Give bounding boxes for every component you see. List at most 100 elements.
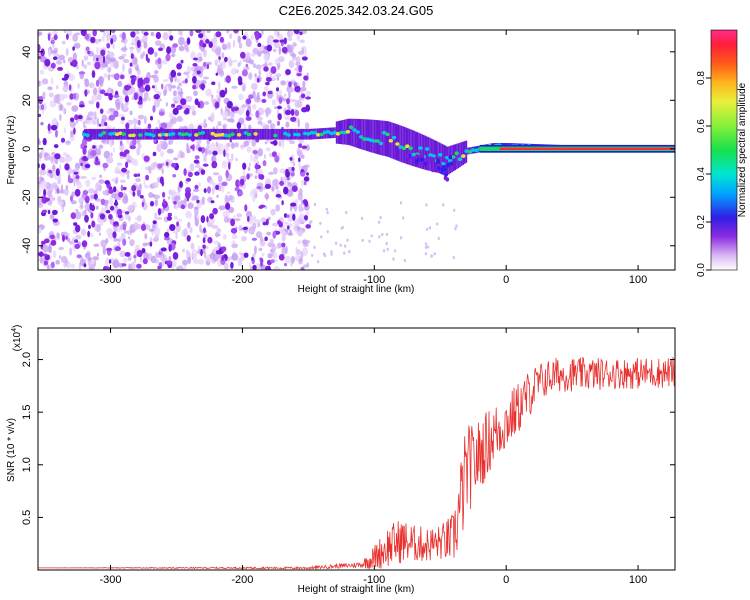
noise-blob: [265, 77, 272, 82]
noise-speck: [289, 99, 297, 103]
ridge-envelope: [456, 143, 458, 170]
noise-speck: [87, 117, 93, 121]
noise-speck: [168, 196, 171, 200]
ridge-highlight: [411, 152, 417, 157]
noise-blob: [224, 56, 228, 63]
noise-speck: [272, 48, 277, 53]
faint-speck: [307, 240, 311, 244]
noise-speck: [76, 64, 79, 70]
noise-speck: [177, 91, 184, 95]
noise-blob: [40, 240, 46, 245]
noise-blob: [110, 38, 114, 45]
faint-speck: [385, 232, 389, 236]
noise-speck: [145, 166, 150, 171]
noise-blob: [90, 212, 94, 219]
noise-blob: [241, 69, 248, 77]
noise-blob: [293, 30, 300, 35]
noise-speck: [91, 94, 98, 102]
noise-blob: [82, 190, 89, 195]
noise-speck: [96, 118, 99, 127]
noise-blob: [242, 35, 247, 40]
noise-speck: [265, 147, 271, 152]
ridge-tail: [431, 157, 436, 162]
faint-speck: [454, 227, 457, 231]
noise-speck: [271, 186, 275, 192]
noise-blob: [202, 163, 209, 167]
faint-speck: [426, 245, 430, 249]
ridge-highlight: [312, 131, 318, 135]
noise-speck: [47, 49, 52, 57]
noise-blob: [44, 59, 51, 67]
noise-speck: [201, 197, 205, 206]
noise-blob: [136, 40, 141, 48]
y-tick-label: 2.0: [21, 352, 33, 367]
noise-speck: [280, 97, 287, 102]
noise-blob: [304, 200, 309, 208]
noise-speck: [288, 91, 291, 99]
noise-blob: [245, 116, 252, 121]
faint-speck: [343, 251, 346, 255]
noise-speck: [152, 161, 158, 167]
noise-speck: [62, 84, 69, 93]
noise-speck: [101, 139, 107, 144]
faint-speck: [424, 242, 428, 246]
noise-blob: [78, 71, 86, 75]
noise-blob: [180, 98, 187, 106]
noise-blob: [264, 236, 268, 242]
ridge-envelope: [372, 119, 374, 153]
noise-blob: [171, 103, 176, 108]
ridge-envelope: [380, 120, 382, 156]
ridge-envelope: [369, 119, 371, 152]
noise-blob: [215, 184, 220, 190]
noise-blob: [158, 47, 163, 52]
noise-speck: [187, 221, 191, 229]
noise-speck: [55, 259, 60, 265]
noise-speck: [90, 194, 95, 199]
faint-speck: [370, 234, 373, 238]
faint-speck: [377, 220, 381, 224]
noise-speck: [292, 42, 297, 47]
noise-speck: [291, 255, 295, 264]
faint-speck: [361, 238, 364, 242]
noise-speck: [155, 90, 161, 94]
noise-speck: [122, 209, 125, 214]
noise-speck: [252, 253, 256, 258]
noise-speck: [134, 223, 142, 230]
noise-speck: [176, 115, 183, 122]
ridge-highlight: [372, 139, 377, 143]
noise-blob: [200, 215, 206, 224]
noise-blob: [301, 56, 308, 61]
faint-speck: [437, 236, 440, 240]
noise-blob: [41, 163, 46, 171]
noise-speck: [267, 253, 273, 259]
noise-blob: [184, 78, 188, 84]
noise-speck: [144, 233, 148, 240]
noise-speck: [264, 141, 267, 145]
noise-speck: [58, 178, 61, 185]
noise-speck: [251, 188, 258, 195]
noise-speck: [223, 117, 228, 121]
noise-speck: [257, 47, 264, 52]
ridge-highlight: [210, 131, 215, 136]
noise-speck: [301, 239, 309, 245]
noise-speck: [185, 249, 189, 255]
noise-speck: [61, 205, 65, 213]
y-tick-label: 1.5: [21, 405, 33, 420]
faint-speck: [334, 241, 338, 245]
ridge-highlight: [451, 155, 456, 159]
noise-blob: [186, 235, 191, 242]
noise-speck: [187, 256, 192, 265]
noise-speck: [55, 95, 61, 105]
noise-blob: [298, 157, 301, 162]
ridge-envelope: [92, 128, 94, 140]
ridge-envelope: [176, 128, 178, 140]
noise-speck: [301, 30, 308, 35]
x-tick-label: 0: [503, 274, 509, 286]
noise-speck: [190, 105, 196, 111]
noise-speck: [216, 194, 219, 198]
faint-speck: [425, 227, 429, 231]
noise-blob: [157, 57, 162, 65]
noise-blob: [133, 173, 139, 178]
noise-blob: [92, 30, 97, 37]
noise-speck: [221, 52, 225, 59]
